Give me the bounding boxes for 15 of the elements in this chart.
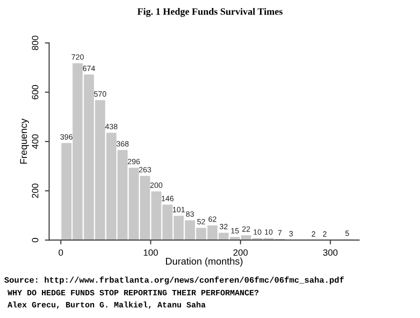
y-tick-label: 600 <box>32 85 38 100</box>
x-tick-label: 200 <box>233 249 248 256</box>
x-axis-title: Duration (months) <box>166 258 242 267</box>
text: WHY DO HEDGE FUNDS STOP REPORTING THEIR PERFORMANCE? <box>8 290 258 296</box>
source-note: Source: http://www.frbatlanta.org/news/conferen/06fmc/06fmc_saha.pdf <box>4 276 344 284</box>
text: Alex Grecu, Burton G. Malkiel, Atanu Saha <box>8 302 206 309</box>
y-axis-title: Frequency <box>20 118 29 164</box>
chart-title: Fig. 1 Hedge Funds Survival Times <box>137 8 283 17</box>
x-tick-label: 100 <box>144 249 158 256</box>
y-tick-label: 400 <box>32 134 38 149</box>
y-tick-label: 200 <box>32 184 38 198</box>
x-tick-label: 300 <box>323 249 338 256</box>
y-tick-label: 800 <box>32 36 38 50</box>
y-tick-label: 0 <box>32 238 38 242</box>
x-tick-label: 0 <box>58 249 63 256</box>
